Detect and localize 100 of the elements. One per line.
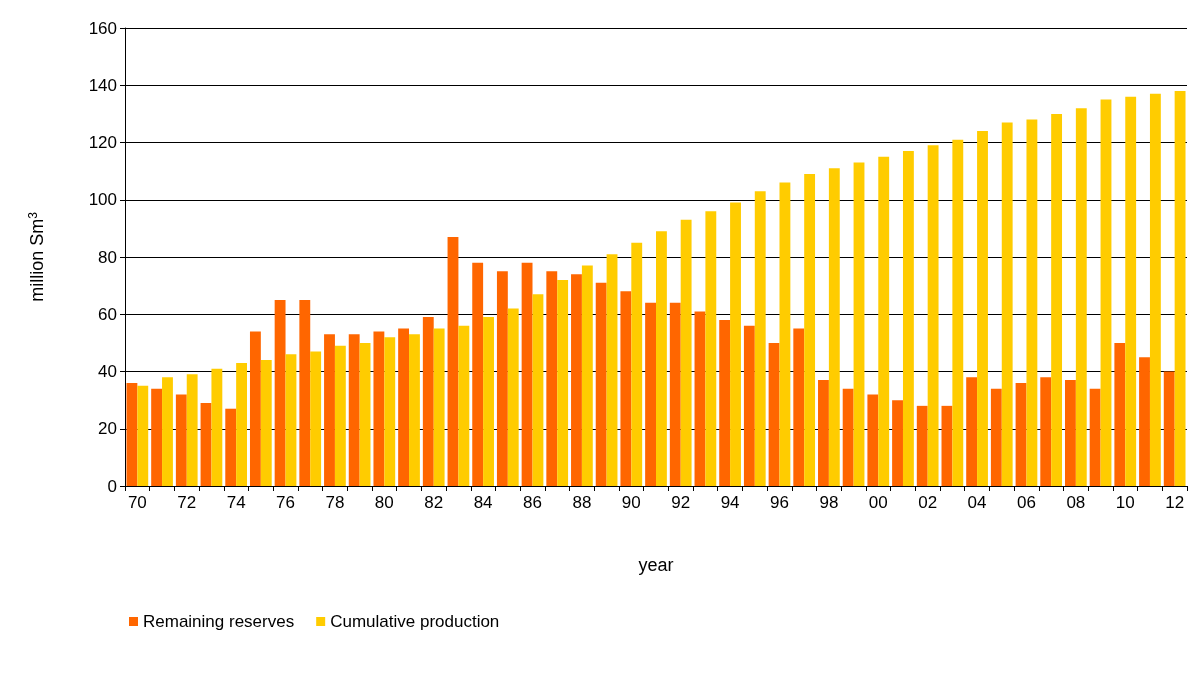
bar bbox=[916, 405, 928, 486]
bar bbox=[447, 236, 459, 486]
bar bbox=[532, 294, 544, 486]
x-tick-label: 06 bbox=[1017, 493, 1036, 512]
bar bbox=[990, 388, 1002, 486]
bar bbox=[310, 351, 322, 486]
bar bbox=[175, 394, 187, 486]
legend-label: Cumulative production bbox=[330, 612, 500, 631]
x-tick-label: 86 bbox=[523, 493, 542, 512]
bar bbox=[334, 345, 346, 486]
bar bbox=[581, 265, 593, 486]
y-tick-label: 20 bbox=[98, 419, 117, 439]
bar bbox=[1040, 377, 1052, 486]
bar bbox=[892, 400, 903, 486]
x-tick-label: 92 bbox=[671, 493, 691, 512]
bar bbox=[348, 334, 360, 486]
bar bbox=[952, 139, 964, 486]
bar bbox=[867, 394, 879, 486]
bar bbox=[730, 202, 741, 486]
bar bbox=[225, 408, 237, 486]
y-tick-label: 0 bbox=[107, 476, 117, 496]
bar bbox=[433, 328, 445, 486]
bar bbox=[656, 231, 667, 486]
bar bbox=[1163, 371, 1175, 486]
bar bbox=[409, 334, 420, 486]
bar bbox=[571, 274, 582, 486]
bar bbox=[162, 377, 173, 486]
bar bbox=[620, 291, 632, 486]
bar bbox=[483, 317, 494, 486]
x-tick-label: 82 bbox=[424, 493, 444, 512]
bar bbox=[1051, 113, 1063, 486]
bar bbox=[878, 156, 890, 486]
bar bbox=[606, 254, 618, 486]
bar bbox=[1026, 119, 1038, 486]
bar bbox=[211, 368, 223, 486]
bar bbox=[384, 337, 396, 486]
x-tick-label: 94 bbox=[720, 493, 740, 512]
bar bbox=[472, 262, 484, 486]
bar bbox=[743, 325, 755, 486]
bar bbox=[902, 151, 914, 486]
x-tick-label: 78 bbox=[325, 493, 345, 512]
x-tick-label: 80 bbox=[374, 493, 394, 512]
bar bbox=[1174, 90, 1186, 486]
x-tick-label: 00 bbox=[868, 493, 888, 512]
bar bbox=[1089, 388, 1101, 486]
bar bbox=[966, 377, 978, 486]
bar bbox=[1125, 96, 1137, 486]
x-tick-label: 08 bbox=[1066, 493, 1086, 512]
bar bbox=[977, 131, 988, 486]
bar bbox=[705, 211, 717, 486]
x-tick-label: 70 bbox=[127, 493, 147, 512]
y-tick-label: 160 bbox=[88, 18, 117, 38]
bar bbox=[631, 242, 643, 486]
x-tick-label: 98 bbox=[819, 493, 839, 512]
bar bbox=[828, 168, 840, 486]
bar bbox=[126, 382, 138, 486]
bar bbox=[842, 388, 854, 486]
bar bbox=[694, 311, 706, 486]
bar bbox=[285, 354, 297, 486]
bar bbox=[236, 362, 248, 486]
x-tick-label: 04 bbox=[967, 493, 987, 512]
bar bbox=[754, 191, 766, 486]
bar bbox=[1001, 122, 1013, 486]
bar bbox=[1100, 99, 1112, 486]
bar bbox=[507, 308, 519, 486]
bar bbox=[669, 302, 681, 486]
bar bbox=[260, 360, 272, 486]
x-tick-label: 74 bbox=[226, 493, 246, 512]
bar bbox=[1064, 380, 1076, 486]
bar bbox=[818, 380, 829, 486]
bar bbox=[496, 271, 508, 486]
legend-label: Remaining reserves bbox=[143, 612, 295, 631]
bar bbox=[151, 388, 163, 486]
x-tick-label: 02 bbox=[918, 493, 938, 512]
bar bbox=[186, 374, 198, 486]
x-tick-label: 84 bbox=[473, 493, 493, 512]
x-tick-label: 76 bbox=[276, 493, 295, 512]
x-tick-label: 10 bbox=[1115, 493, 1135, 512]
bar bbox=[373, 331, 385, 486]
y-tick-label: 80 bbox=[98, 247, 117, 267]
bar bbox=[793, 328, 805, 486]
bar bbox=[1015, 382, 1027, 486]
bar bbox=[645, 302, 656, 486]
bar bbox=[557, 279, 569, 486]
y-tick-label: 40 bbox=[98, 362, 117, 381]
bar bbox=[1075, 108, 1087, 486]
bar bbox=[804, 173, 816, 486]
bar bbox=[137, 385, 149, 486]
x-tick-label: 96 bbox=[770, 493, 789, 512]
bar bbox=[249, 331, 261, 486]
bar bbox=[299, 299, 311, 486]
bar bbox=[1149, 93, 1161, 486]
y-axis-title: million Sm3 bbox=[26, 211, 47, 302]
bar bbox=[1139, 357, 1150, 486]
bar bbox=[927, 145, 939, 486]
bar bbox=[768, 342, 780, 486]
y-tick-label: 60 bbox=[98, 304, 117, 324]
bar bbox=[546, 271, 558, 486]
bar bbox=[200, 402, 212, 486]
bar bbox=[458, 325, 470, 486]
